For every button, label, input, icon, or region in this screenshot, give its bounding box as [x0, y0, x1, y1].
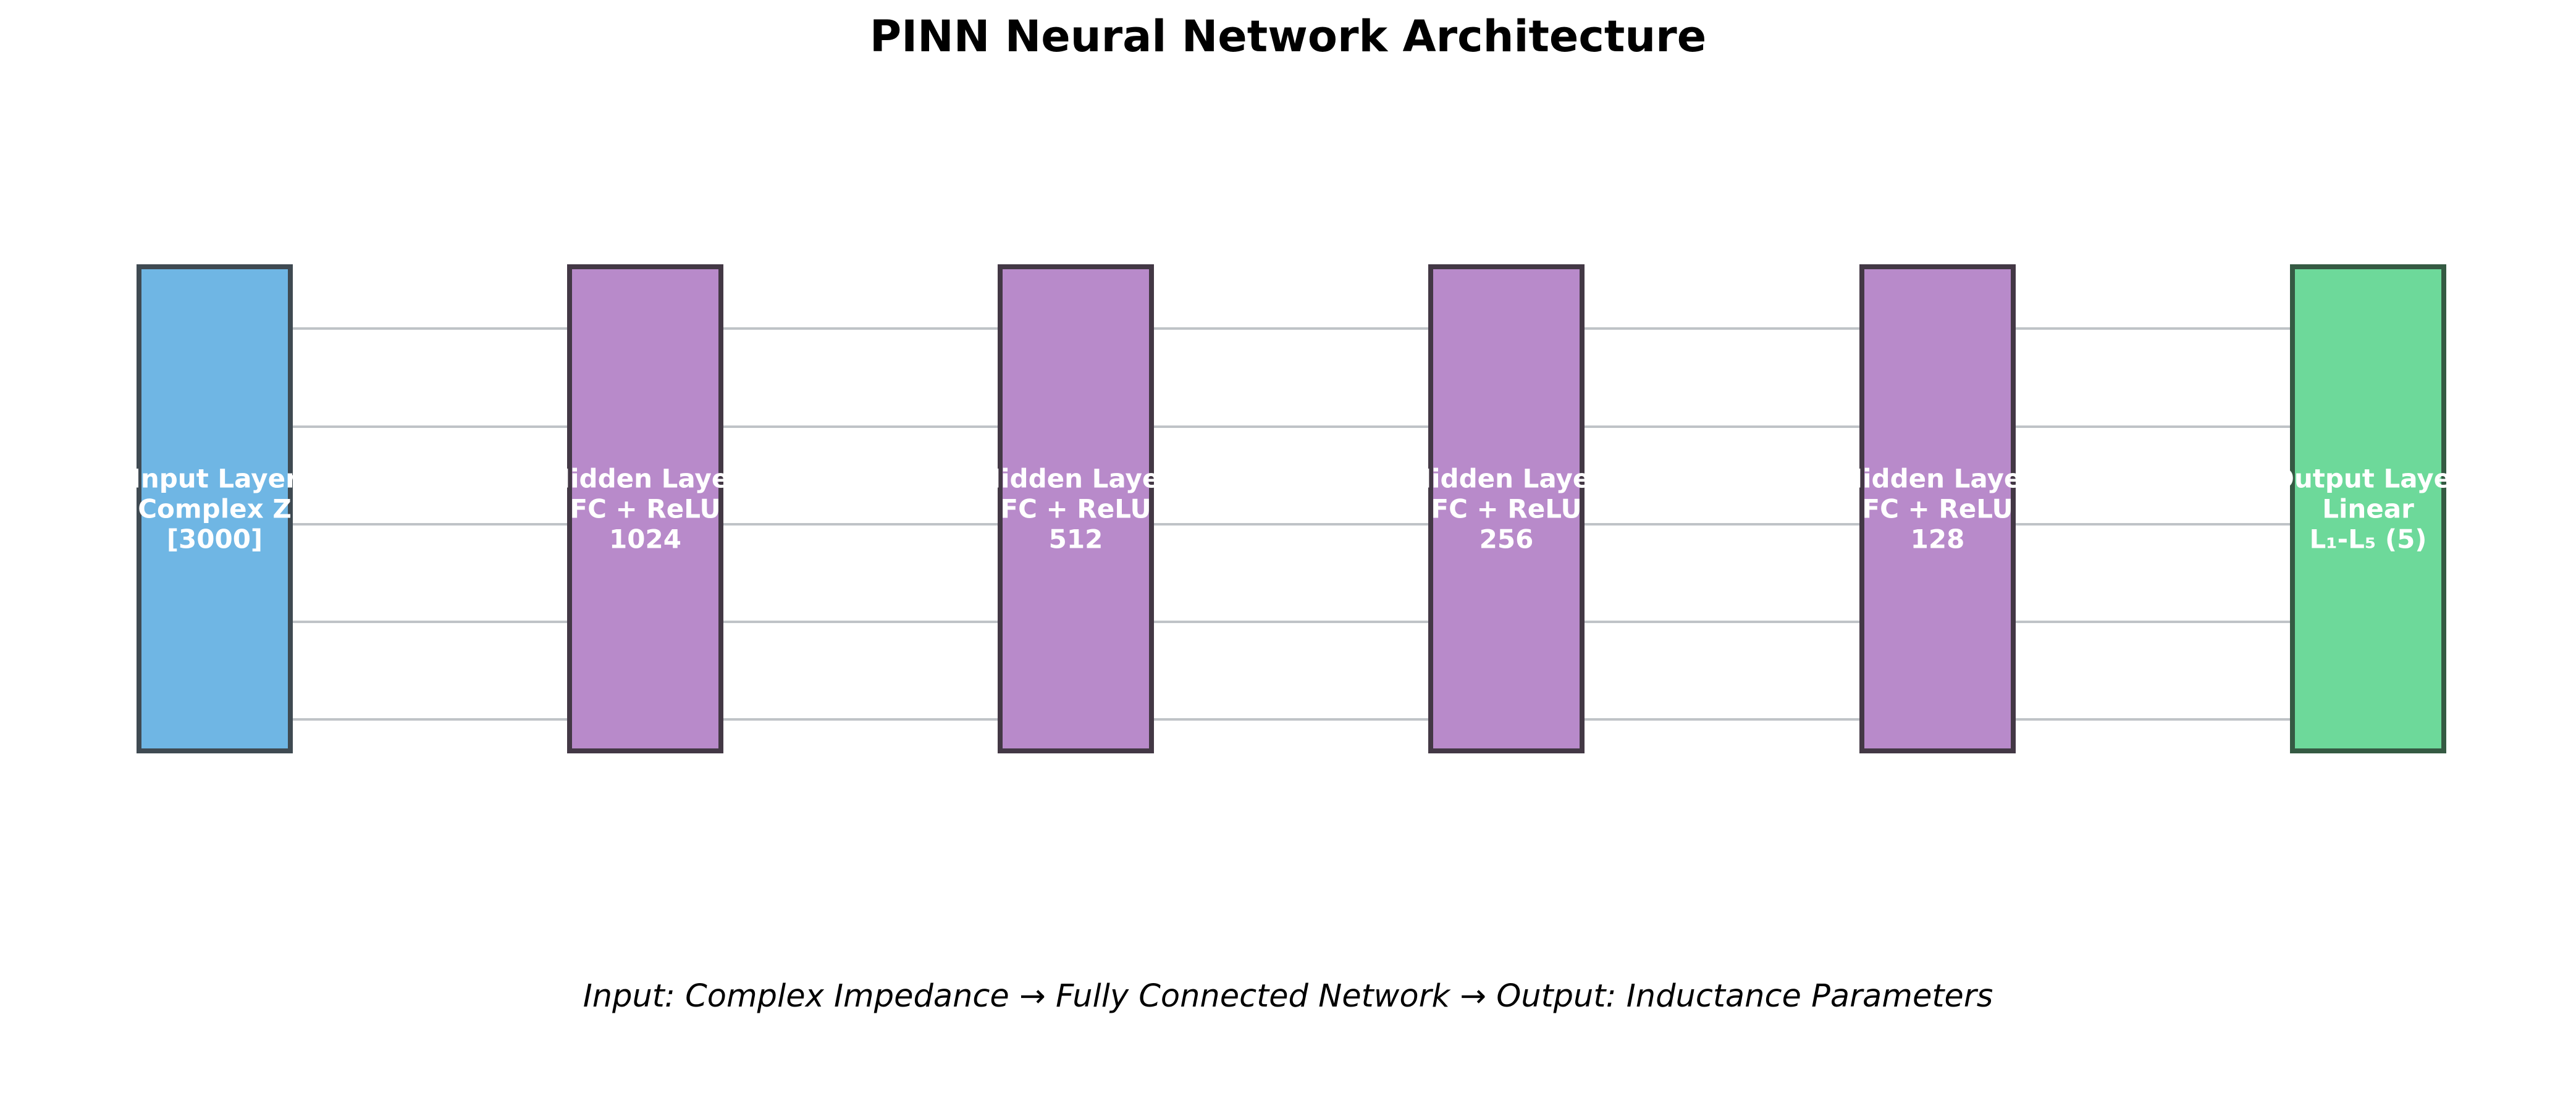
hidden-layer-3-type: FC + ReLU [1431, 493, 1582, 524]
hidden-layer-4-box: Hidden Layer FC + ReLU 128 [1841, 264, 2034, 753]
input-layer-type: Complex Z [138, 493, 292, 524]
hidden-layer-2-box: Hidden Layer FC + ReLU 512 [979, 264, 1172, 753]
output-layer-type: Linear [2322, 493, 2414, 524]
hidden-layer-1-name: Hidden Layer [548, 463, 743, 494]
output-layer-name: Output Layer [2272, 463, 2464, 494]
hidden-layer-3-name: Hidden Layer [1409, 463, 1604, 494]
hidden-layer-2-label: Hidden Layer FC + ReLU 512 [979, 464, 1172, 555]
input-layer-size: [3000] [166, 524, 263, 555]
hidden-layer-1-box: Hidden Layer FC + ReLU 1024 [549, 264, 742, 753]
hidden-layer-4-type: FC + ReLU [1862, 493, 2013, 524]
hidden-layer-1-label: Hidden Layer FC + ReLU 1024 [549, 464, 742, 555]
input-layer-label: Input Layer Complex Z [3000] [131, 464, 298, 555]
input-layer-name: Input Layer [131, 463, 298, 494]
hidden-layer-3-size: 256 [1479, 524, 1534, 555]
hidden-layer-3-box: Hidden Layer FC + ReLU 256 [1410, 264, 1603, 753]
diagram-caption: Input: Complex Impedance → Fully Connect… [583, 978, 1993, 1015]
hidden-layer-4-name: Hidden Layer [1840, 463, 2035, 494]
input-layer-box: Input Layer Complex Z [3000] [131, 264, 298, 753]
hidden-layer-2-size: 512 [1048, 524, 1103, 555]
output-layer-size: L₁-L₅ (5) [2309, 524, 2427, 555]
hidden-layer-2-type: FC + ReLU [1000, 493, 1151, 524]
hidden-layer-2-name: Hidden Layer [979, 463, 1173, 494]
output-layer-label: Output Layer Linear L₁-L₅ (5) [2272, 464, 2464, 555]
hidden-layer-4-label: Hidden Layer FC + ReLU 128 [1841, 464, 2034, 555]
hidden-layer-1-type: FC + ReLU [570, 493, 721, 524]
hidden-layer-4-size: 128 [1910, 524, 1965, 555]
hidden-layer-1-size: 1024 [609, 524, 681, 555]
output-layer-box: Output Layer Linear L₁-L₅ (5) [2272, 264, 2464, 753]
diagram-title: PINN Neural Network Architecture [869, 11, 1707, 62]
hidden-layer-3-label: Hidden Layer FC + ReLU 256 [1410, 464, 1603, 555]
